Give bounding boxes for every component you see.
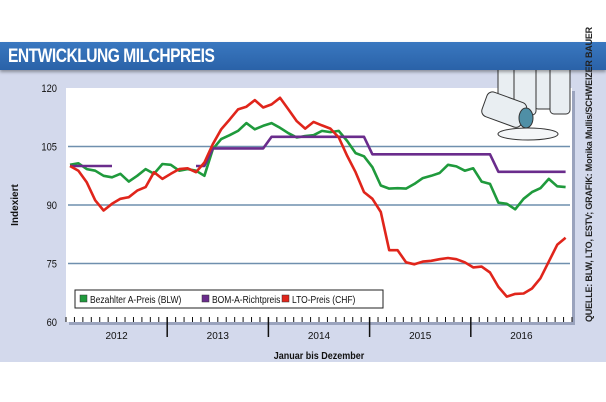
series-line <box>69 96 567 298</box>
y-tick-label: 120 <box>41 83 57 95</box>
legend-label: LTO-Preis (CHF) <box>292 294 355 305</box>
x-tick-label-year: 2013 <box>207 331 230 342</box>
legend: Bezahlter A-Preis (BLW) BOM-A-Richtpreis L… <box>74 289 384 309</box>
legend-label: BOM-A-Richtpreis <box>212 294 281 305</box>
legend-swatch <box>281 294 290 303</box>
y-tick-label: 105 <box>41 142 57 154</box>
legend-swatch <box>79 294 88 303</box>
x-axis-label: Januar bis Dezember <box>274 351 365 363</box>
y-tick-label: 75 <box>47 259 58 271</box>
series-line <box>70 135 566 174</box>
chart-title: ENTWICKLUNG MILCHPREIS <box>8 46 215 67</box>
x-tick-label-year: 2016 <box>510 331 533 342</box>
legend-label: Bezahlter A-Preis (BLW) <box>90 294 181 305</box>
source-credit: QUELLE: BLW, LTO, ESTV; GRAFIK: Monika M… <box>584 27 594 322</box>
y-tick-label: 90 <box>47 200 58 212</box>
legend-swatch <box>201 294 210 303</box>
y-tick-label: 60 <box>47 317 58 329</box>
header-bar: ENTWICKLUNG MILCHPREIS <box>0 42 606 70</box>
y-axis-label: Indexiert <box>10 183 21 225</box>
x-tick-label-year: 2015 <box>409 331 432 342</box>
x-tick-label-year: 2014 <box>308 331 331 342</box>
x-tick-label-year: 2012 <box>105 331 128 342</box>
